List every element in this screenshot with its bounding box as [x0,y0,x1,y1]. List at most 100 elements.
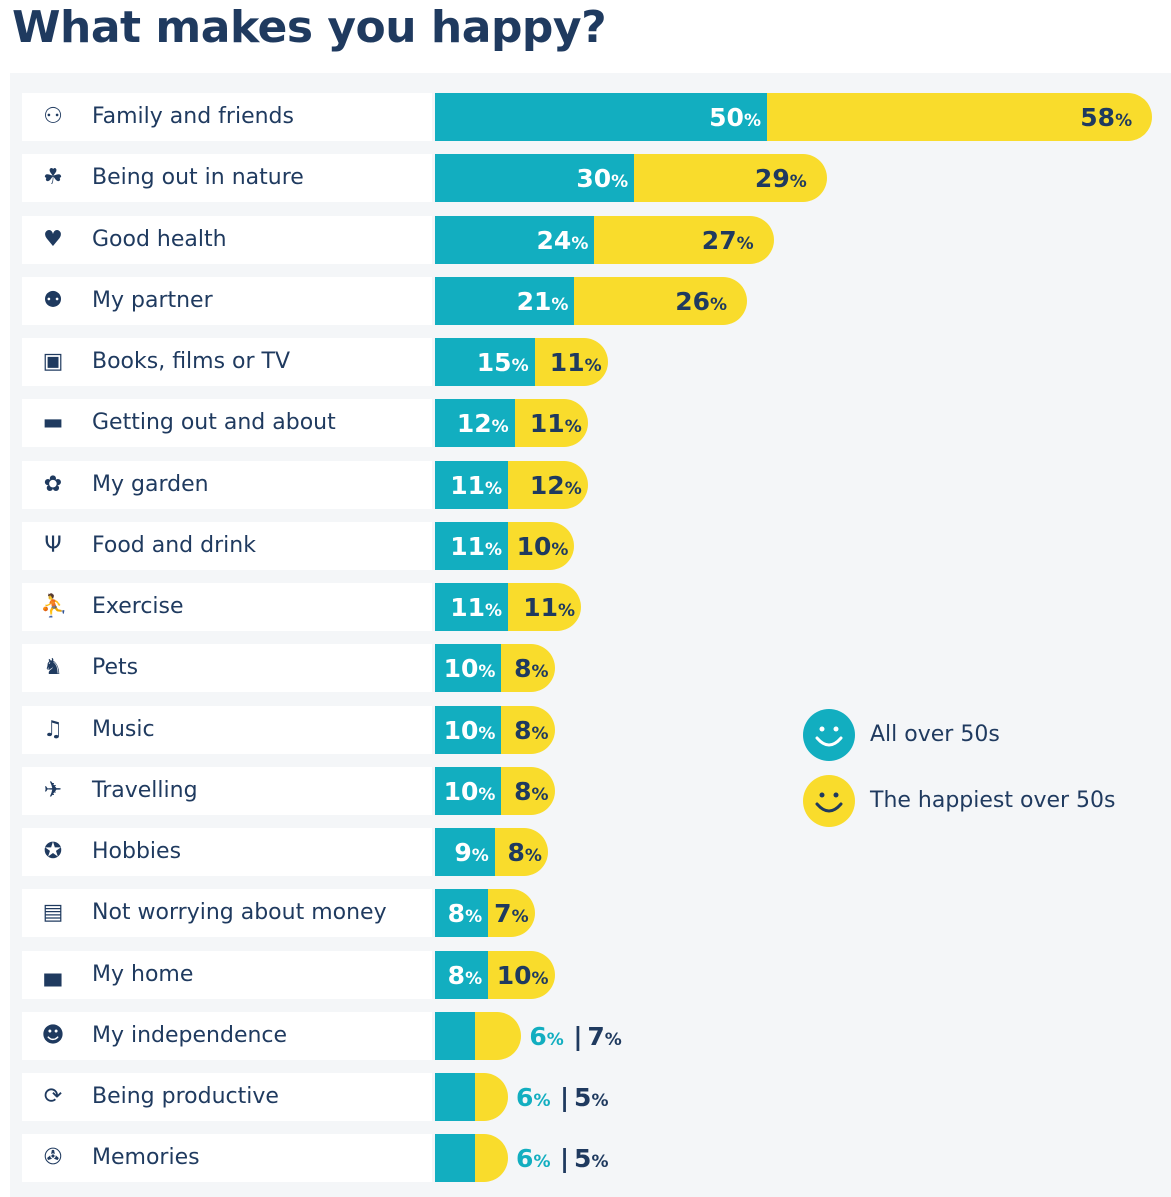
value-label-all: 8% [447,899,483,929]
bar-row: ⟳ Being productive 6% | 5% [22,1073,1171,1121]
bar-all-over-50s[interactable] [435,583,509,631]
bar-happiest-over-50s[interactable] [501,705,555,754]
bar-row: ✇ Memories 6% | 5% [22,1134,1171,1183]
value-label-all: 11% [450,531,503,561]
category-label: My independence [92,1022,288,1048]
row-label: ▄ My home [22,950,432,999]
category-label: Not worrying about money [92,900,387,926]
bar-all-over-50s[interactable] [435,1134,475,1183]
value-label-happiest: 10% [516,531,569,561]
bar-happiest-over-50s[interactable] [534,338,608,386]
category-label: Pets [92,655,139,681]
bar-all-over-50s[interactable] [435,338,535,386]
bar-row: ✈ Travelling 10% 8% [22,766,1171,815]
row-label: ☻ My independence [22,1011,432,1060]
category-label: Music [92,716,155,742]
bar-happiest-over-50s[interactable] [508,460,588,509]
row-label: ♞ Pets [22,644,432,693]
bar-happiest-over-50s[interactable] [574,276,748,325]
value-label-happiest: 58% [1080,103,1133,132]
garden-icon: ✿ [43,471,63,497]
music-icon: ♫ [43,716,63,742]
bar-all-over-50s[interactable] [435,460,509,509]
category-label: Being productive [92,1084,279,1109]
value-label-all: 10% [443,654,496,684]
wallet-icon: ▤ [42,900,64,926]
row-label: ▣ Books, films or TV [22,338,432,386]
pets-icon: ♞ [43,655,63,681]
value-label-happiest: 7% [587,1021,622,1051]
bar-all-over-50s[interactable] [435,399,515,448]
value-label-all: 21% [516,286,569,316]
row-label: ⚇ Family and friends [22,93,432,141]
smiley-face-icon [803,709,855,761]
exercise-icon: ⛹ [40,594,68,619]
memories-icon: ✇ [43,1145,63,1171]
bar-happiest-over-50s[interactable] [501,644,555,693]
bar-all-over-50s[interactable] [435,889,489,938]
value-label-happiest: 7% [494,899,529,929]
bar-happiest-over-50s[interactable] [474,1134,509,1183]
value-label-happiest: 27% [701,225,754,255]
bar-happiest-over-50s[interactable] [494,828,548,876]
bar-all-over-50s[interactable] [435,766,502,815]
bar-row: ♫ Music 10% 8% [22,705,1171,754]
partner-icon: ⚉ [43,287,63,313]
bar-row: ⚉ My partner 21% 26% [22,276,1171,325]
bar-row: ⛹ Exercise 11% 11% [22,583,1171,631]
value-separator: | [560,1144,570,1174]
category-label: Exercise [92,594,184,619]
bar-happiest-over-50s[interactable] [634,154,827,203]
bar-row: ▬ Getting out and about 12% 11% [22,399,1171,448]
family-icon: ⚇ [43,104,63,129]
bar-row: ▣ Books, films or TV 15% 11% [22,338,1171,386]
row-label: ♫ Music [22,705,432,754]
value-label-happiest: 5% [574,1083,609,1112]
bar-all-over-50s[interactable] [435,705,502,754]
sofa-icon: ▄ [44,961,62,987]
chart-title: What makes you happy? [12,2,607,53]
value-label-all: 15% [476,348,529,377]
bar-row: ☘ Being out in nature 30% 29% [22,154,1171,203]
category-label: Memories [92,1145,200,1171]
value-label-all: 11% [450,593,503,622]
bar-all-over-50s[interactable] [435,154,635,203]
value-label-all: 24% [536,225,589,255]
value-label-all: 30% [576,164,629,194]
bar-happiest-over-50s[interactable] [488,889,535,938]
bar-row: ▄ My home 8% 10% [22,950,1171,999]
category-label: Getting out and about [92,410,336,436]
row-label: ✿ My garden [22,460,432,509]
row-label: ▬ Getting out and about [22,399,432,448]
bar-happiest-over-50s[interactable] [767,93,1153,141]
value-label-all: 12% [456,409,509,439]
bar-happiest-over-50s[interactable] [594,215,774,264]
legend-label: The happiest over 50s [870,788,1116,813]
bar-happiest-over-50s[interactable] [508,521,575,570]
value-label-happiest: 8% [514,715,549,745]
bar-happiest-over-50s[interactable] [508,583,582,631]
bar-happiest-over-50s[interactable] [501,766,555,815]
refresh-icon: ⟳ [43,1084,63,1109]
bar-happiest-over-50s[interactable] [488,950,555,999]
bar-all-over-50s[interactable] [435,950,489,999]
bar-all-over-50s[interactable] [435,644,502,693]
value-label-happiest: 8% [507,838,542,867]
bar-all-over-50s[interactable] [435,276,575,325]
bar-all-over-50s[interactable] [435,1011,475,1060]
bar-row: ☻ My independence 6% | 7% [22,1011,1171,1060]
row-label: ▤ Not worrying about money [22,889,432,938]
bar-happiest-over-50s[interactable] [474,1011,522,1060]
bar-happiest-over-50s[interactable] [474,1073,509,1121]
bar-all-over-50s[interactable] [435,828,495,876]
bar-all-over-50s[interactable] [435,215,595,264]
food-icon: Ψ [44,532,62,558]
category-label: Food and drink [92,532,256,558]
smile-icon: ☻ [41,1022,65,1048]
nature-icon: ☘ [43,165,63,191]
bar-all-over-50s[interactable] [435,93,767,141]
bar-all-over-50s[interactable] [435,1073,475,1121]
bar-happiest-over-50s[interactable] [514,399,588,448]
bar-all-over-50s[interactable] [435,521,509,570]
smiley-face-icon [803,775,855,827]
